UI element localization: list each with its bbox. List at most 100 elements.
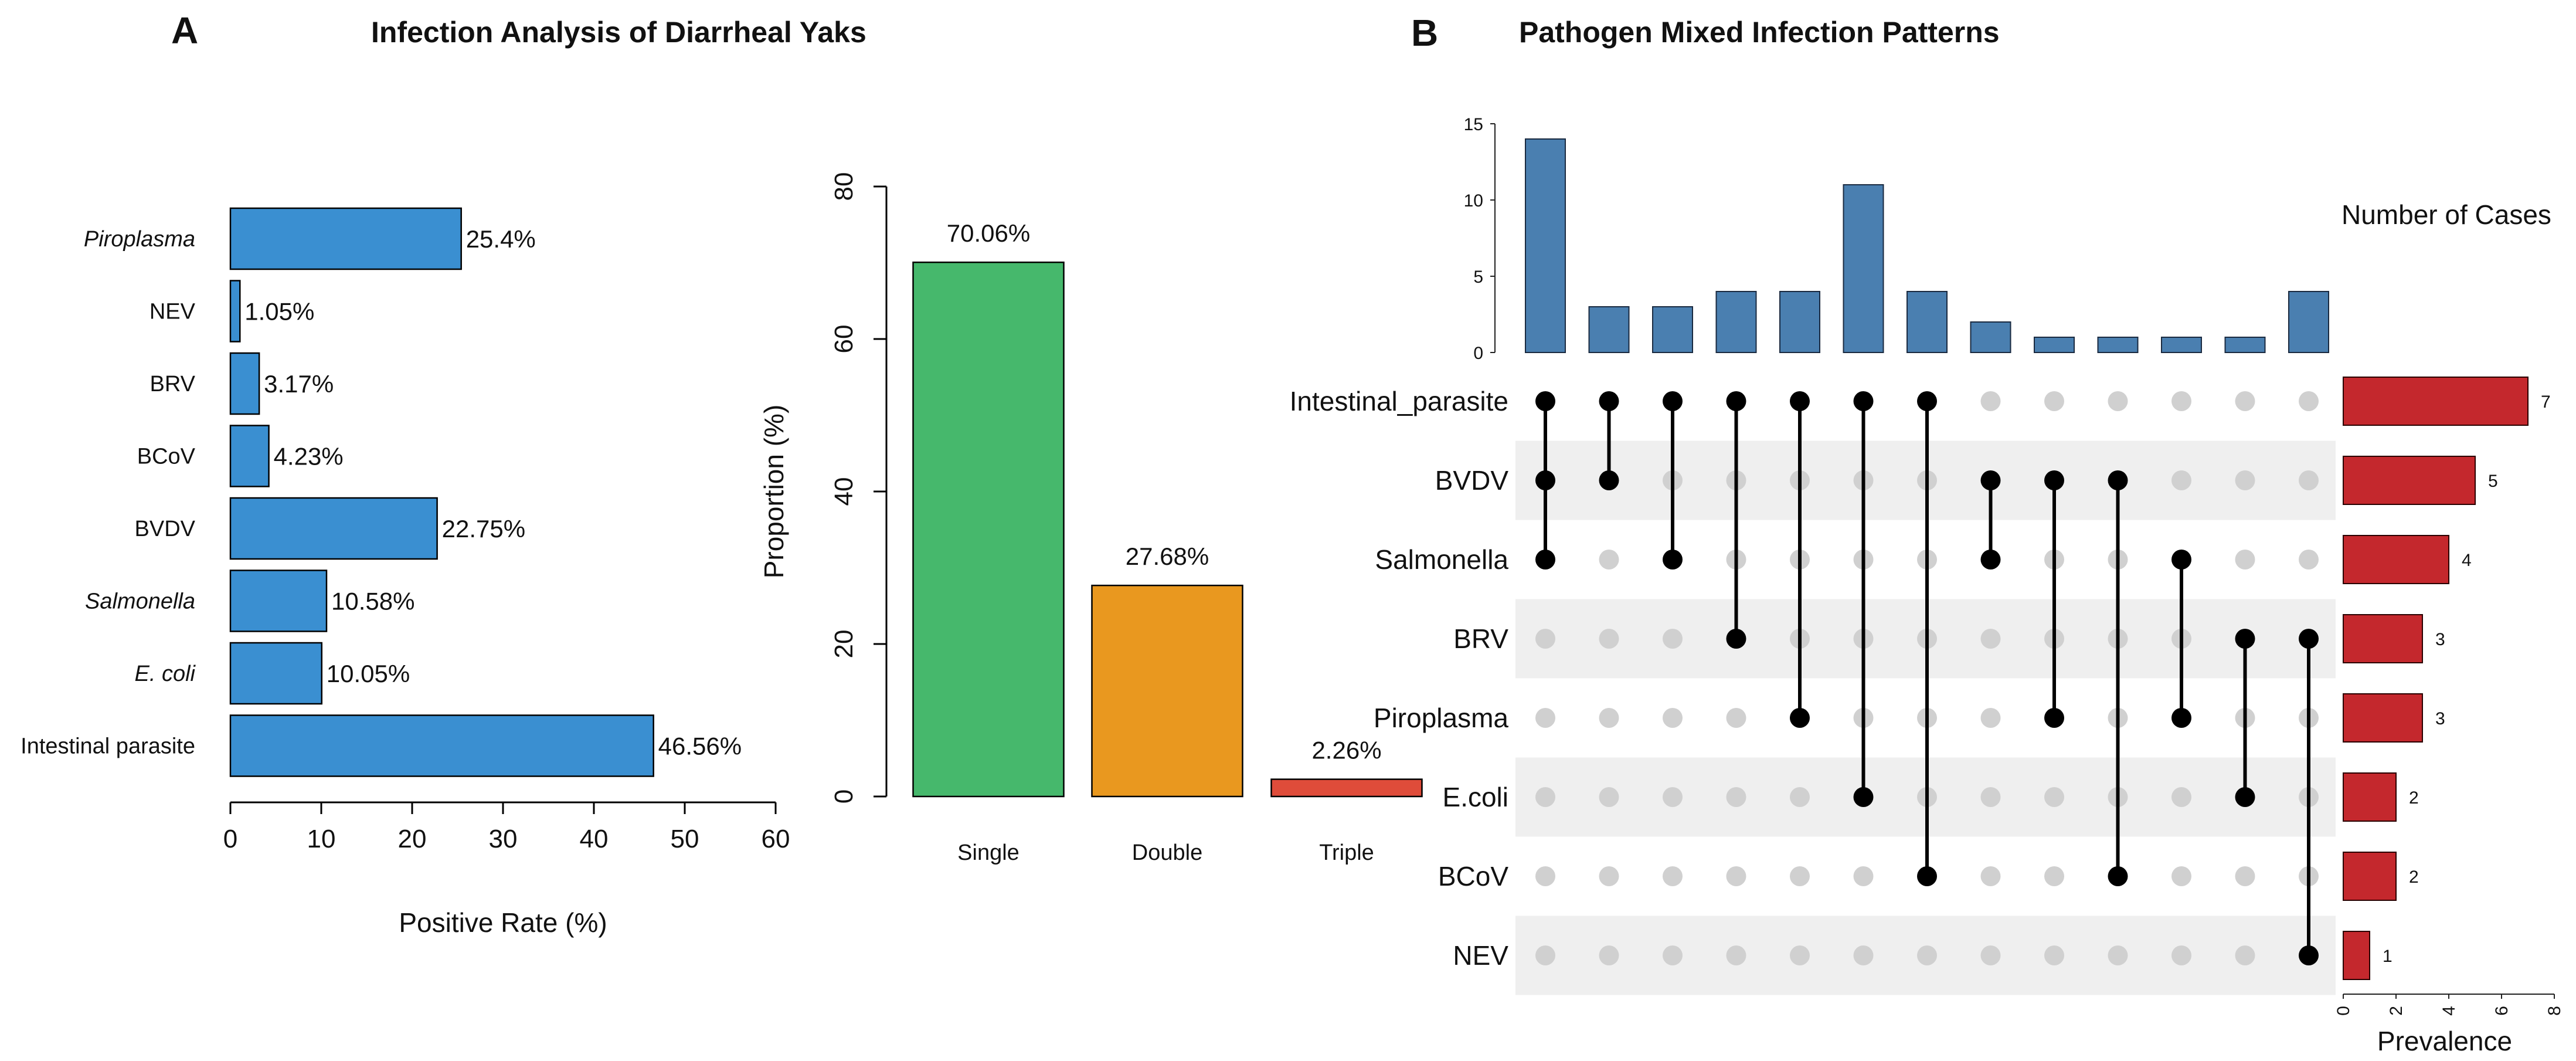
category-label-e-coli: E. coli bbox=[135, 662, 196, 686]
inactive-dot-c1-bcov bbox=[1535, 866, 1555, 886]
panel-a-title: Infection Analysis of Diarrheal Yaks bbox=[371, 16, 866, 49]
data-label-e-coli: 10.05% bbox=[327, 660, 410, 687]
inactive-dot-c5-e-coli bbox=[1790, 787, 1810, 807]
inactive-dot-c13-bvdv bbox=[2299, 470, 2319, 490]
bar-e-coli bbox=[229, 642, 323, 705]
active-dot-c2-intestinal-parasite bbox=[1599, 391, 1619, 411]
inactive-dot-c6-bcov bbox=[1853, 866, 1874, 886]
set-size-label-nev: 1 bbox=[2383, 947, 2393, 966]
x-tick-label-40: 40 bbox=[580, 825, 609, 853]
bar-intestinal-parasite bbox=[229, 714, 654, 777]
active-dot-c9-piroplasma bbox=[2044, 708, 2064, 728]
intersection-y-tick-label-0: 0 bbox=[1473, 344, 1483, 363]
intersection-y-tick-label-10: 10 bbox=[1464, 191, 1483, 211]
active-dot-c8-bvdv bbox=[1980, 470, 2001, 490]
x-tick-label-60: 60 bbox=[762, 825, 790, 853]
active-dot-c12-brv bbox=[2235, 629, 2255, 649]
set-size-bar-salmonella bbox=[2343, 535, 2449, 584]
bar-double bbox=[1091, 584, 1243, 798]
set-size-label-intestinal-parasite: 7 bbox=[2541, 392, 2551, 412]
intersection-y-tick-label-15: 15 bbox=[1464, 115, 1483, 134]
inactive-dot-c3-piroplasma bbox=[1663, 708, 1683, 728]
x-axis-title: Positive Rate (%) bbox=[399, 907, 607, 938]
inactive-dot-c3-brv bbox=[1663, 629, 1683, 649]
set-size-bar-bvdv bbox=[2343, 456, 2476, 505]
y-tick-label-40: 40 bbox=[830, 477, 858, 506]
category-label-single: Single bbox=[957, 840, 1019, 865]
active-dot-c4-intestinal-parasite bbox=[1726, 391, 1746, 411]
inactive-dot-c2-bcov bbox=[1599, 866, 1619, 886]
x-tick-label-10: 10 bbox=[307, 825, 336, 853]
set-size-label-e-coli: 2 bbox=[2409, 788, 2419, 808]
category-label-triple: Triple bbox=[1319, 840, 1374, 865]
data-label-nev: 1.05% bbox=[244, 298, 314, 326]
inactive-dot-c1-piroplasma bbox=[1535, 708, 1555, 728]
intersection-bar-5 bbox=[1779, 291, 1820, 353]
set-size-axis-title: Prevalence bbox=[2377, 1026, 2512, 1056]
set-label-salmonella: Salmonella bbox=[1375, 544, 1508, 575]
inactive-dot-c3-nev bbox=[1663, 945, 1683, 965]
active-dot-c9-bvdv bbox=[2044, 470, 2064, 490]
active-dot-c11-piroplasma bbox=[2171, 708, 2191, 728]
x-tick-label-50: 50 bbox=[671, 825, 699, 853]
inactive-dot-c11-bcov bbox=[2171, 866, 2191, 886]
data-label-brv: 3.17% bbox=[264, 370, 334, 398]
intersection-bar-9 bbox=[2034, 337, 2075, 353]
data-label-single: 70.06% bbox=[947, 219, 1030, 247]
category-label-intestinal-parasite: Intestinal parasite bbox=[21, 734, 195, 759]
active-dot-c4-brv bbox=[1726, 629, 1746, 649]
active-dot-c2-bvdv bbox=[1599, 470, 1619, 490]
inactive-dot-c12-bvdv bbox=[2235, 470, 2255, 490]
intersection-bar-7 bbox=[1906, 291, 1948, 353]
inactive-dot-c10-nev bbox=[2108, 945, 2128, 965]
intersection-bar-13 bbox=[2288, 291, 2329, 353]
category-label-bvdv: BVDV bbox=[135, 517, 196, 541]
inactive-dot-c11-intestinal-parasite bbox=[2171, 391, 2191, 411]
mixed-infection-upset-chart: Intestinal_parasite BVDV Salmonella BRV Piro… bbox=[1290, 115, 2564, 1056]
set-label-bcov: BCoV bbox=[1438, 861, 1508, 891]
inactive-dot-c12-salmonella bbox=[2235, 550, 2255, 570]
inactive-dot-c12-bcov bbox=[2235, 866, 2255, 886]
inactive-dot-c8-intestinal-parasite bbox=[1980, 391, 2001, 411]
data-label-salmonella: 10.58% bbox=[331, 588, 414, 615]
panel-b-letter: B bbox=[1411, 12, 1438, 54]
infection-type-chart: 0 20 40 60 80 Proportion (%) 70.06% Single 27.68… bbox=[759, 172, 1423, 865]
bar-bcov bbox=[229, 425, 270, 487]
inactive-dot-c9-intestinal-parasite bbox=[2044, 391, 2064, 411]
inactive-dot-c5-nev bbox=[1790, 945, 1810, 965]
set-size-label-brv: 3 bbox=[2435, 630, 2445, 649]
bar-nev bbox=[229, 280, 241, 343]
inactive-dot-c9-nev bbox=[2044, 945, 2064, 965]
y-tick-label-80: 80 bbox=[830, 172, 858, 201]
bar-bvdv bbox=[229, 497, 438, 560]
inactive-dot-c3-e-coli bbox=[1663, 787, 1683, 807]
panel-a-letter: A bbox=[171, 9, 198, 52]
inactive-dot-c12-intestinal-parasite bbox=[2235, 391, 2255, 411]
category-label-bcov: BCoV bbox=[137, 445, 196, 469]
inactive-dot-c1-brv bbox=[1535, 629, 1555, 649]
inactive-dot-c13-salmonella bbox=[2299, 550, 2319, 570]
bar-piroplasma bbox=[229, 207, 462, 270]
set-size-bar-piroplasma bbox=[2343, 693, 2423, 743]
inactive-dot-c5-bcov bbox=[1790, 866, 1810, 886]
inactive-dot-c12-nev bbox=[2235, 945, 2255, 965]
set-size-bar-bcov bbox=[2343, 852, 2397, 901]
y-axis-title: Proportion (%) bbox=[759, 405, 789, 579]
inactive-dot-c1-e-coli bbox=[1535, 787, 1555, 807]
set-size-tick-label-2: 2 bbox=[2387, 1006, 2406, 1016]
active-dot-c13-brv bbox=[2299, 629, 2319, 649]
intersection-y-tick-label-5: 5 bbox=[1473, 267, 1483, 287]
inactive-dot-c10-intestinal-parasite bbox=[2108, 391, 2128, 411]
active-dot-c5-piroplasma bbox=[1790, 708, 1810, 728]
category-label-brv: BRV bbox=[150, 372, 196, 396]
inactive-dot-c8-bcov bbox=[1980, 866, 2001, 886]
y-tick-label-20: 20 bbox=[830, 630, 858, 659]
set-size-tick-label-6: 6 bbox=[2492, 1006, 2512, 1016]
intersection-bar-8 bbox=[1970, 321, 2011, 353]
set-label-piroplasma: Piroplasma bbox=[1374, 703, 1509, 733]
inactive-dot-c2-piroplasma bbox=[1599, 708, 1619, 728]
y-tick-label-60: 60 bbox=[830, 325, 858, 354]
category-label-double: Double bbox=[1132, 840, 1202, 865]
inactive-dot-c3-bcov bbox=[1663, 866, 1683, 886]
